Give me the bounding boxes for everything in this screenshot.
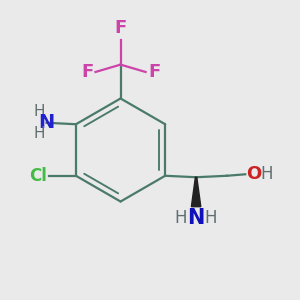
Polygon shape [191,177,201,207]
Text: H: H [33,104,45,119]
Text: H: H [261,165,273,183]
Text: F: F [114,19,127,37]
Text: F: F [81,63,93,81]
Text: N: N [188,208,205,228]
Text: O: O [246,165,262,183]
Text: H: H [175,209,187,227]
Text: H: H [204,209,217,227]
Text: H: H [33,127,45,142]
Text: Cl: Cl [29,167,47,185]
Text: F: F [148,63,160,81]
Text: N: N [38,113,55,132]
